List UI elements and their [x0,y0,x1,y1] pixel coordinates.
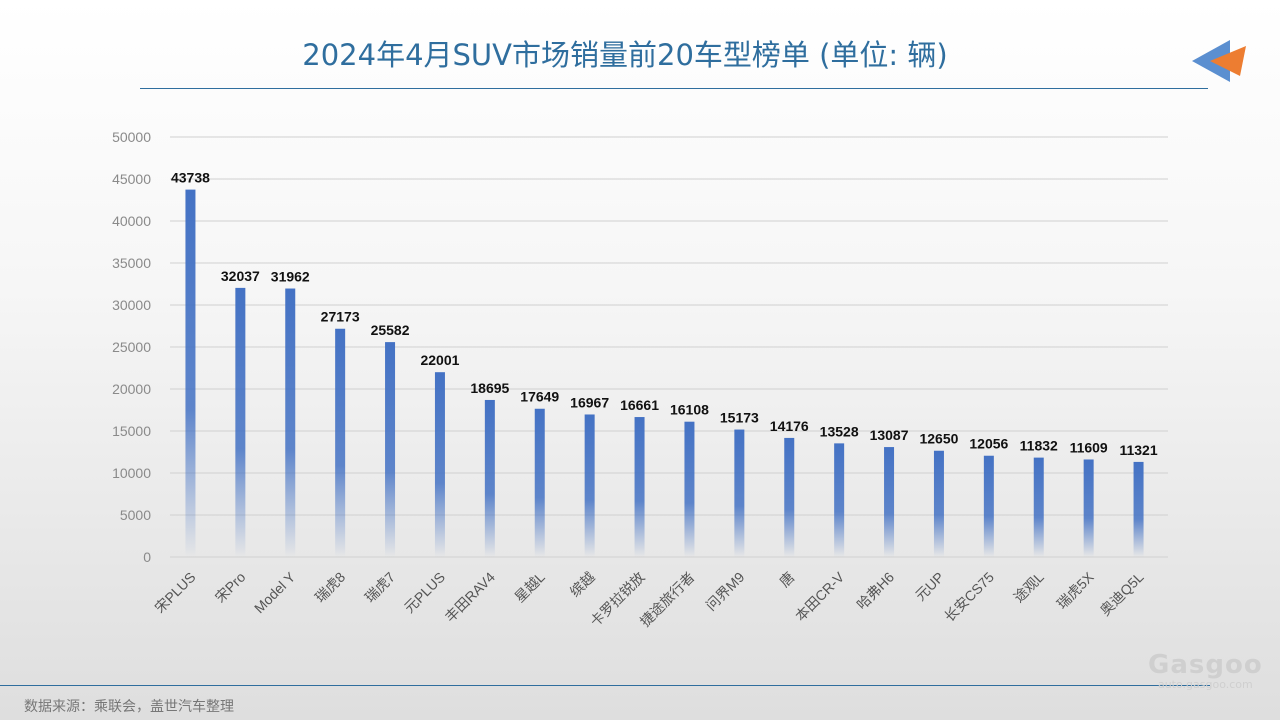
x-tick-label: 元PLUS [401,569,448,616]
watermark-logo: Gasgoo auto.gasgoo.com [1148,650,1263,691]
x-tick-label: 奥迪Q5L [1097,569,1147,619]
data-label: 13528 [820,423,859,439]
y-tick-label: 35000 [112,255,151,271]
x-tick-label: 星越L [511,569,548,606]
y-tick-label: 10000 [112,465,151,481]
data-label: 27173 [321,309,360,325]
y-tick-label: 40000 [112,213,151,229]
bar [1033,457,1044,557]
bar [983,455,994,557]
data-label: 16661 [620,397,659,413]
x-tick-label: 瑞虎7 [362,569,399,606]
data-label: 32037 [221,268,260,284]
page-title: 2024年4月SUV市场销量前20车型榜单 (单位: 辆) [302,38,948,72]
bar [734,429,745,557]
x-tick-label: 瑞虎8 [312,569,349,606]
data-label: 11832 [1020,438,1058,454]
y-tick-label: 20000 [112,381,151,397]
x-tick-label: 缤越 [567,569,598,600]
title-divider [140,88,1208,89]
y-tick-label: 45000 [112,171,151,187]
x-tick-label: 途观L [1010,569,1047,606]
bar [434,372,445,557]
bar [484,399,495,557]
data-label: 25582 [371,322,410,338]
x-tick-label: 捷途旅行者 [637,569,698,630]
bar [634,417,645,557]
bar [534,408,545,557]
source-note: 数据来源：乘联会，盖世汽车整理 [24,699,234,715]
data-label: 16108 [670,402,709,418]
x-tick-label: 丰田RAV4 [442,569,498,625]
x-tick-label: 哈弗H6 [853,569,897,613]
data-label: 15173 [720,410,759,426]
data-label: 18695 [470,380,509,396]
bar [884,447,895,557]
data-label: 43738 [171,170,210,186]
data-label: 12650 [919,431,958,447]
bar [1133,461,1144,557]
bar [285,288,296,557]
y-tick-label: 5000 [120,507,151,523]
y-tick-label: 25000 [112,339,151,355]
bar [784,437,795,557]
bar [1083,459,1094,557]
bar [933,450,944,557]
data-label: 14176 [770,418,809,434]
bar [185,189,196,557]
data-label: 11321 [1119,442,1157,458]
x-tick-label: 本田CR-V [792,568,848,624]
back-arrow-icon[interactable] [1190,38,1250,84]
footer-divider [0,685,1210,686]
x-tick-label: 宋PLUS [151,569,198,616]
data-label: 13087 [870,427,909,443]
bar [834,443,845,557]
data-label: 17649 [520,389,559,405]
y-tick-label: 15000 [112,423,151,439]
x-tick-label: Model Y [251,568,299,616]
x-tick-label: 唐 [776,569,797,590]
bar [584,414,595,557]
bar [385,342,396,557]
bar [335,328,346,557]
data-label: 22001 [420,352,459,368]
data-label: 16967 [570,394,609,410]
watermark-url: auto.gasgoo.com [1157,678,1253,691]
x-tick-label: 瑞虎5X [1054,568,1098,612]
x-tick-label: 元UP [912,569,947,604]
data-label: 11609 [1070,439,1108,455]
y-tick-label: 30000 [112,297,151,313]
data-label: 12056 [969,436,1008,452]
data-label: 31962 [271,269,310,285]
y-tick-label: 0 [143,549,151,565]
x-tick-label: 长安CS75 [941,569,997,625]
bar [235,287,246,557]
y-tick-label: 50000 [112,129,151,145]
x-tick-label: 问界M9 [703,569,748,614]
bar [684,421,695,557]
x-tick-label: 宋Pro [212,569,249,606]
